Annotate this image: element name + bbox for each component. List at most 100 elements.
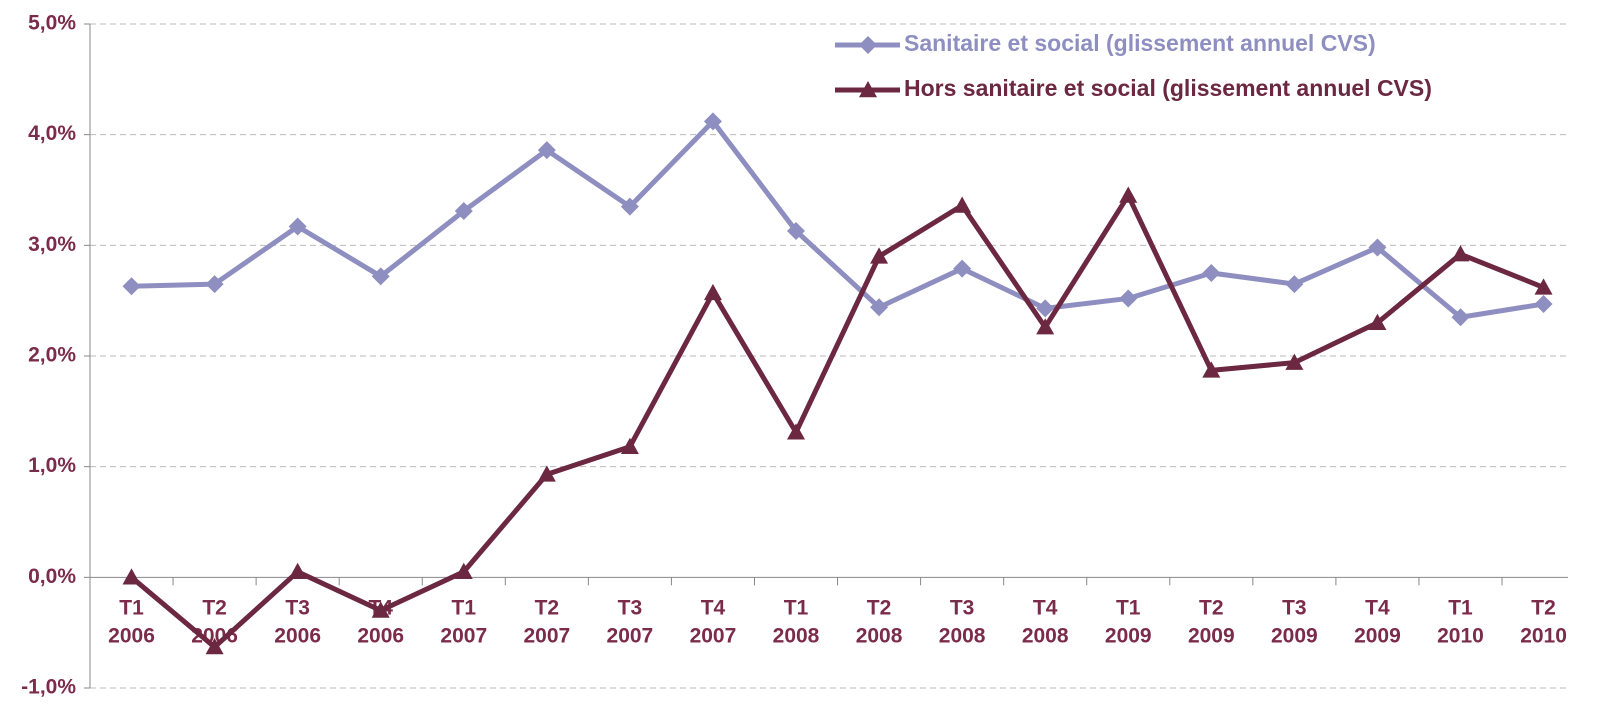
point <box>537 141 556 160</box>
point <box>787 423 806 440</box>
x-tick-line: 2006 <box>274 624 321 647</box>
x-tick-label: T1 2006 <box>108 596 155 647</box>
legend-label: Hors sanitaire et social (glissement ann… <box>904 75 1432 101</box>
x-tick-line: 2007 <box>690 624 737 647</box>
x-tick-line: 2009 <box>1354 624 1401 647</box>
point <box>1534 278 1553 295</box>
x-tick-label: T3 2006 <box>274 596 321 647</box>
point <box>205 275 224 294</box>
x-tick-line: 2009 <box>1188 624 1235 647</box>
x-tick-line: T2 <box>867 596 892 619</box>
x-tick-label: T4 2008 <box>1022 596 1069 647</box>
point <box>1119 186 1138 203</box>
x-tick-line: 2010 <box>1437 624 1484 647</box>
y-tick-label: 3,0% <box>28 233 76 256</box>
point <box>1202 361 1221 378</box>
y-tick-label: 2,0% <box>28 344 76 367</box>
x-tick-label: T1 2008 <box>773 596 820 647</box>
x-tick-label: T1 2007 <box>440 596 487 647</box>
y-tick-label: 1,0% <box>28 454 76 477</box>
point <box>870 298 889 317</box>
point <box>1285 353 1304 370</box>
x-tick-line: 2009 <box>1105 624 1152 647</box>
x-tick-line: 2007 <box>440 624 487 647</box>
point <box>371 267 390 286</box>
point <box>1285 275 1304 294</box>
x-tick-label: T1 2009 <box>1105 596 1152 647</box>
point <box>1119 289 1138 308</box>
point <box>1368 313 1387 330</box>
point <box>537 465 556 482</box>
point <box>454 202 473 221</box>
x-tick-line: 2009 <box>1271 624 1318 647</box>
x-tick-label: T2 2006 <box>191 596 238 647</box>
x-tick-line: T2 <box>202 596 227 619</box>
x-tick-line: T3 <box>618 596 643 619</box>
point <box>122 277 141 296</box>
point <box>620 197 639 216</box>
point <box>1451 308 1470 327</box>
legend-marker <box>859 36 877 54</box>
x-tick-line: 2008 <box>1022 624 1069 647</box>
x-tick-label: T2 2010 <box>1520 596 1567 647</box>
y-tick-label: 4,0% <box>28 122 76 145</box>
x-tick-label: T4 2007 <box>690 596 737 647</box>
point <box>787 221 806 240</box>
x-tick-line: T3 <box>1282 596 1307 619</box>
point <box>288 562 307 579</box>
x-tick-line: T1 <box>452 596 477 619</box>
point <box>371 601 390 618</box>
point <box>620 437 639 454</box>
legend-label: Sanitaire et social (glissement annuel C… <box>904 30 1376 56</box>
x-tick-line: 2006 <box>191 624 238 647</box>
x-tick-line: T1 <box>784 596 809 619</box>
x-tick-line: 2008 <box>773 624 820 647</box>
point <box>1036 318 1055 335</box>
x-tick-label: T3 2007 <box>607 596 654 647</box>
x-tick-line: T1 <box>1116 596 1141 619</box>
series-line <box>129 193 1545 650</box>
x-tick-label: T1 2010 <box>1437 596 1484 647</box>
x-tick-line: 2008 <box>939 624 986 647</box>
x-tick-line: T1 <box>119 596 144 619</box>
x-tick-line: 2008 <box>856 624 903 647</box>
point <box>288 217 307 236</box>
x-tick-line: T4 <box>1365 596 1390 619</box>
x-tick-line: 2007 <box>523 624 570 647</box>
point <box>703 112 722 131</box>
x-tick-line: 2007 <box>607 624 654 647</box>
y-tick-label: 5,0% <box>28 12 76 35</box>
x-tick-line: 2006 <box>357 624 404 647</box>
x-tick-line: T2 <box>535 596 560 619</box>
point <box>1036 299 1055 318</box>
series-line <box>131 118 1544 320</box>
point <box>1202 264 1221 282</box>
x-tick-line: T1 <box>1448 596 1473 619</box>
point <box>703 283 722 301</box>
x-tick-line: T4 <box>1033 596 1058 619</box>
x-tick-label: T3 2008 <box>939 596 986 647</box>
point <box>205 638 224 655</box>
x-tick-line: T3 <box>285 596 310 619</box>
x-tick-line: T2 <box>1531 596 1556 619</box>
point <box>870 247 889 264</box>
point <box>953 259 972 278</box>
x-tick-line: 2010 <box>1520 624 1567 647</box>
x-tick-label: T3 2009 <box>1271 596 1318 647</box>
point <box>122 568 141 585</box>
y-tick-label: 0,0% <box>28 565 76 588</box>
point <box>454 562 473 579</box>
point <box>1368 238 1387 257</box>
x-tick-line: T4 <box>701 596 726 619</box>
x-tick-label: T2 2008 <box>856 596 903 647</box>
x-tick-label: T2 2009 <box>1188 596 1235 647</box>
legend-marker <box>859 81 877 98</box>
point <box>1451 245 1470 262</box>
x-tick-line: T3 <box>950 596 975 619</box>
x-tick-label: T4 2009 <box>1354 596 1401 647</box>
point <box>953 196 972 213</box>
y-tick-label: -1,0% <box>21 676 76 699</box>
x-tick-label: T2 2007 <box>523 596 570 647</box>
point <box>1534 294 1553 313</box>
